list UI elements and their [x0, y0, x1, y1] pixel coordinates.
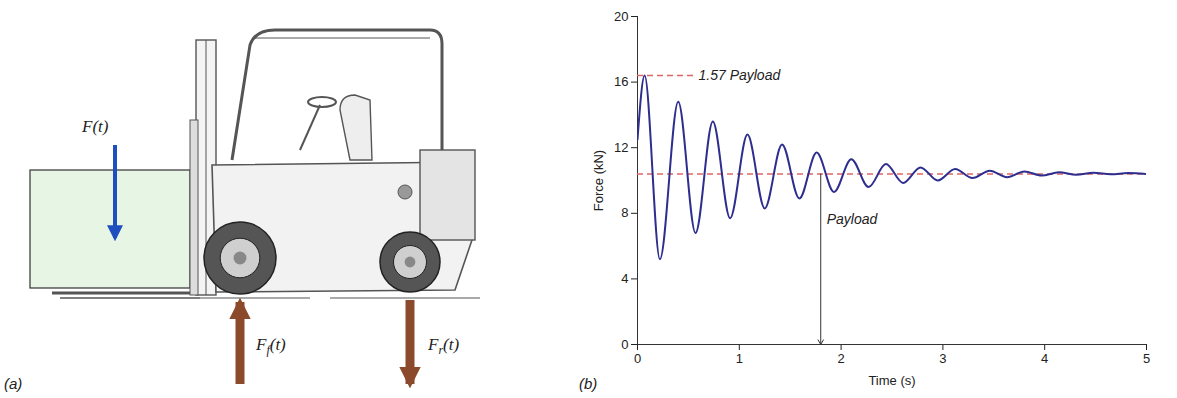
svg-text:8: 8	[621, 205, 628, 220]
svg-text:0: 0	[621, 337, 628, 352]
svg-text:16: 16	[614, 74, 628, 89]
html-text:(b): (b)	[579, 375, 598, 392]
svg-text:F(t): F(t)	[81, 117, 109, 136]
svg-text:Fr(t): Fr(t)	[427, 335, 459, 357]
svg-text:Ff(t): Ff(t)	[255, 335, 286, 357]
svg-text:2: 2	[837, 351, 844, 366]
svg-text:Time (s): Time (s)	[868, 373, 915, 388]
svg-text:3: 3	[939, 351, 946, 366]
svg-text:20: 20	[614, 9, 628, 24]
svg-text:4: 4	[1041, 351, 1048, 366]
svg-text:5: 5	[1143, 351, 1150, 366]
svg-text:1.57 Payload: 1.57 Payload	[698, 67, 781, 83]
svg-text:Force (kN): Force (kN)	[591, 150, 606, 211]
html-text:(a): (a)	[4, 375, 23, 392]
svg-text:4: 4	[621, 271, 628, 286]
svg-text:12: 12	[614, 140, 628, 155]
svg-text:Payload: Payload	[827, 211, 879, 227]
svg-text:1: 1	[736, 351, 743, 366]
svg-text:0: 0	[634, 351, 641, 366]
